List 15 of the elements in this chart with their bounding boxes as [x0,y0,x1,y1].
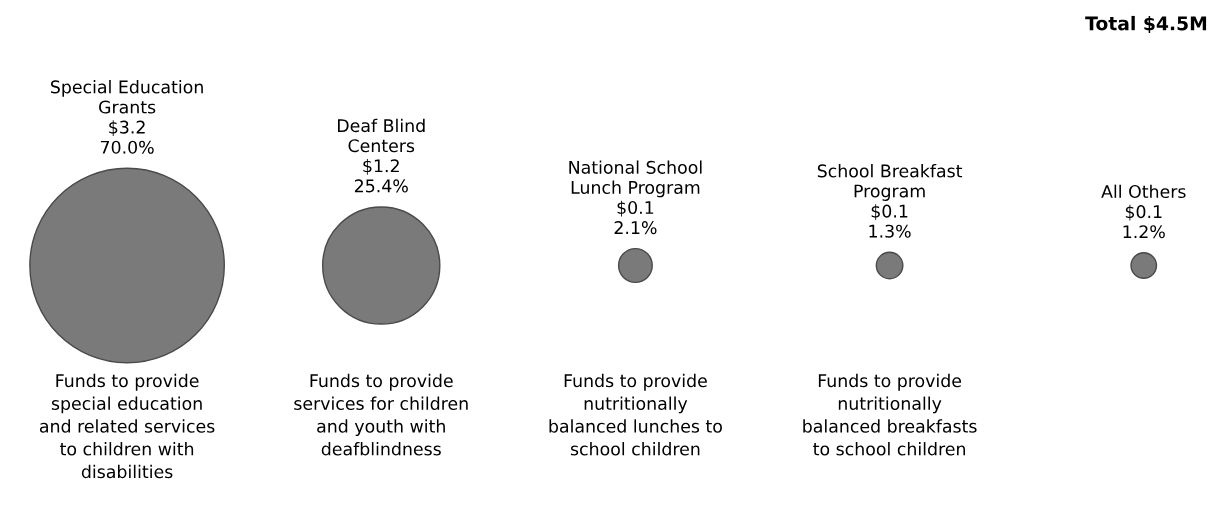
category-label: Deaf Blind Centers [338,118,425,153]
category-label: All Others [1101,184,1186,199]
category-label: National School Lunch Program [569,160,702,198]
data-label: $0.1 1.2% [1123,204,1165,239]
text: Total $4.5M [1085,15,1207,33]
data-label: $0.1 1.3% [869,204,911,238]
text: Funds to provide services for children and youth with deafblindness [294,373,468,456]
data-label: $1.2 25.4% [354,158,408,193]
category-label: Special Education Grants [50,80,203,114]
text: Funds to provide nutritionally balanced lunches to school children [549,373,722,456]
data-label: $3.2 70.0% [100,120,154,154]
category-label: School Breakfast Program [817,164,963,201]
text: Funds to provide nutritionally balanced breakfasts to school children [803,373,977,456]
data-label: $0.1 2.1% [614,200,657,235]
text: Funds to provide special education and related services to children with disabilities [39,373,215,479]
